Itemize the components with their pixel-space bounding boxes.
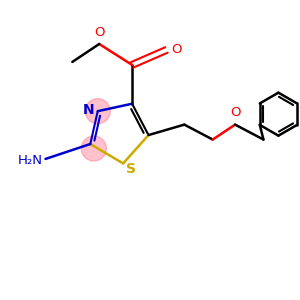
Circle shape bbox=[85, 99, 110, 124]
Text: H₂N: H₂N bbox=[17, 154, 43, 167]
Text: O: O bbox=[230, 106, 241, 119]
Text: O: O bbox=[171, 44, 182, 56]
Text: O: O bbox=[94, 26, 104, 39]
Text: S: S bbox=[127, 162, 136, 176]
Circle shape bbox=[81, 136, 106, 161]
Text: N: N bbox=[82, 103, 94, 117]
